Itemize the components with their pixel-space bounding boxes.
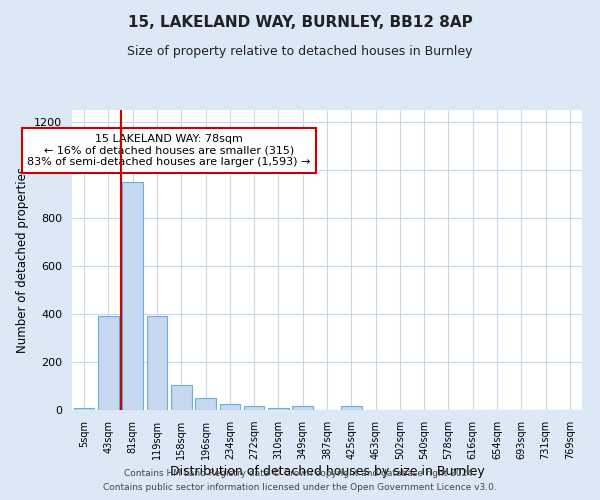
Text: 15, LAKELAND WAY, BURNLEY, BB12 8AP: 15, LAKELAND WAY, BURNLEY, BB12 8AP: [128, 15, 472, 30]
Y-axis label: Number of detached properties: Number of detached properties: [16, 167, 29, 353]
Bar: [171, 385, 191, 410]
Text: 15 LAKELAND WAY: 78sqm
← 16% of detached houses are smaller (315)
83% of semi-de: 15 LAKELAND WAY: 78sqm ← 16% of detached…: [28, 134, 311, 167]
Text: Contains public sector information licensed under the Open Government Licence v3: Contains public sector information licen…: [103, 484, 497, 492]
Bar: [341, 406, 362, 410]
X-axis label: Distribution of detached houses by size in Burnley: Distribution of detached houses by size …: [170, 465, 484, 478]
Bar: [146, 316, 167, 410]
Bar: [195, 398, 216, 410]
Text: Contains HM Land Registry data © Crown copyright and database right 2024.: Contains HM Land Registry data © Crown c…: [124, 468, 476, 477]
Bar: [98, 316, 119, 410]
Bar: [292, 406, 313, 410]
Bar: [268, 408, 289, 410]
Bar: [74, 408, 94, 410]
Text: Size of property relative to detached houses in Burnley: Size of property relative to detached ho…: [127, 45, 473, 58]
Bar: [220, 404, 240, 410]
Bar: [244, 406, 265, 410]
Bar: [122, 182, 143, 410]
